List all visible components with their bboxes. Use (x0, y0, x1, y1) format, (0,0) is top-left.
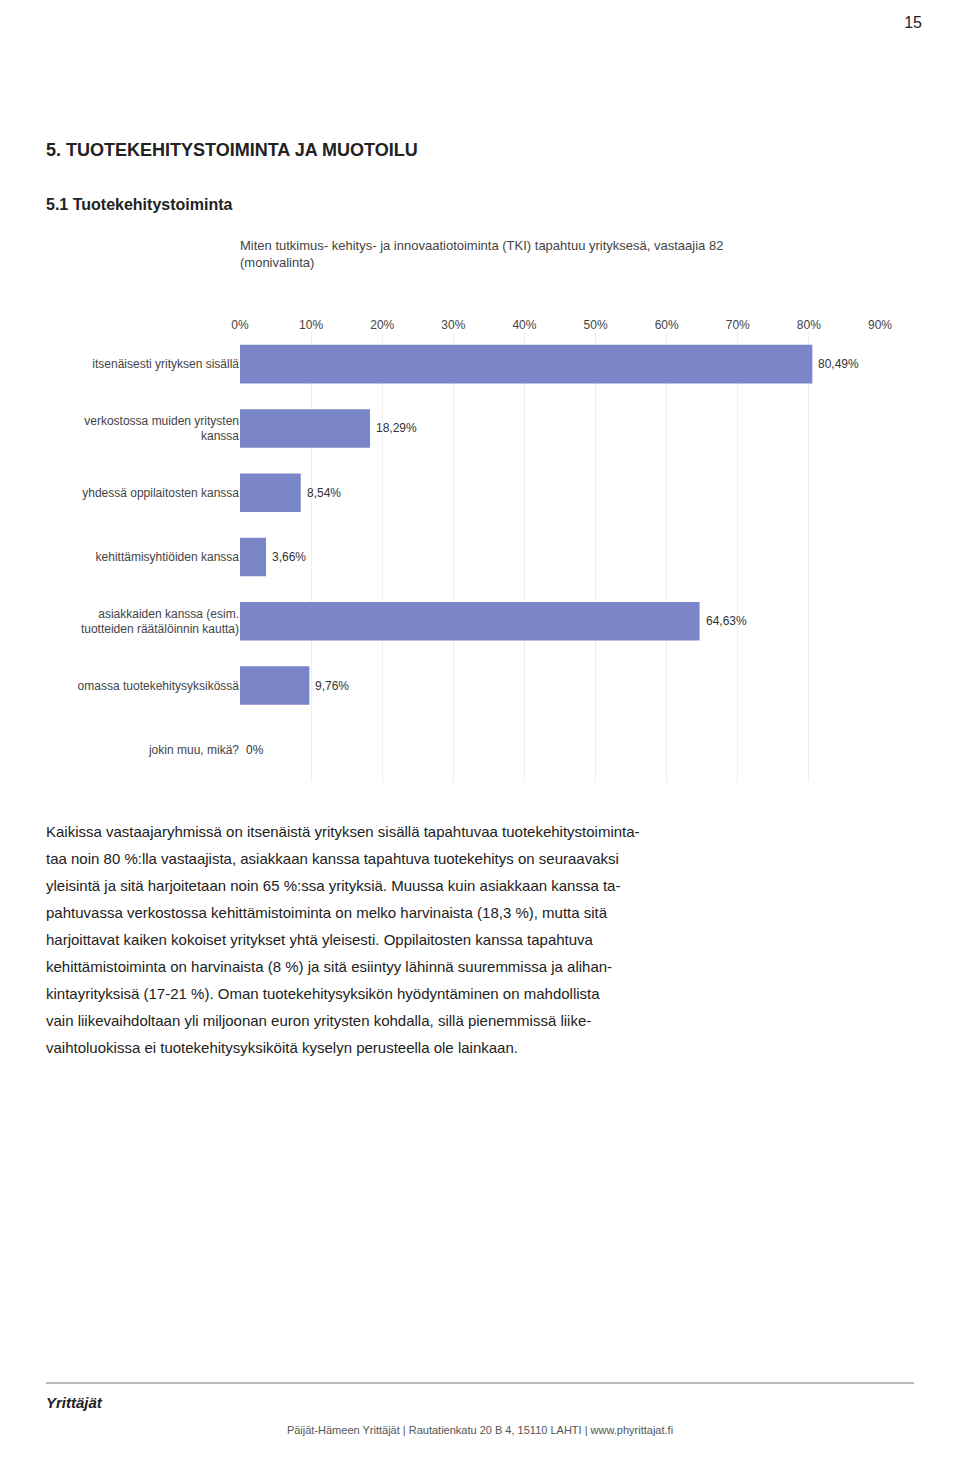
svg-text:18,29%: 18,29% (376, 421, 417, 435)
html-text:pahtuvassa verkostossa kehittä: pahtuvassa verkostossa kehittämistoimint… (46, 904, 608, 921)
svg-text:3,66%: 3,66% (272, 550, 306, 564)
html-text:5.1 Tuotekehitystoiminta: 5.1 Tuotekehitystoiminta (46, 196, 233, 213)
html-text:kehittämistoiminta on harvinai: kehittämistoiminta on harvinaista (8 %) … (46, 958, 613, 975)
html-text:5. TUOTEKEHITYSTOIMINTA JA MUO: 5. TUOTEKEHITYSTOIMINTA JA MUOTOILU (46, 140, 418, 160)
svg-text:50%: 50% (584, 318, 608, 332)
html-text:Yrittäjät: Yrittäjät (46, 1394, 102, 1411)
svg-text:Miten tutkimus- kehitys- ja in: Miten tutkimus- kehitys- ja innovaatioto… (240, 238, 723, 270)
svg-text:10%: 10% (299, 318, 323, 332)
svg-text:64,63%: 64,63% (706, 614, 747, 628)
html-text:kintayrityksisä (17-21 %). Oma: kintayrityksisä (17-21 %). Oman tuotekeh… (46, 985, 600, 1002)
svg-text:9,76%: 9,76% (315, 679, 349, 693)
svg-text:90%: 90% (868, 318, 892, 332)
html-text:Päijät-Hämeen Yrittäjät | Raut: Päijät-Hämeen Yrittäjät | Rautatienkatu … (286, 1424, 674, 1436)
svg-text:itsenäisesti yrityksen sisällä: itsenäisesti yrityksen sisällä (92, 357, 239, 371)
svg-text:0%: 0% (246, 743, 264, 757)
svg-text:80,49%: 80,49% (818, 357, 859, 371)
html-text:taa noin 80 %:lla vastaajista,: taa noin 80 %:lla vastaajista, asiakkaan… (46, 850, 619, 867)
svg-text:jokin muu, mikä?: jokin muu, mikä? (148, 743, 239, 757)
svg-text:verkostossa muiden yritystenka: verkostossa muiden yritystenkanssa (84, 414, 239, 444)
html-text:harjoittavat kaiken kokoiset y: harjoittavat kaiken kokoiset yritykset y… (46, 931, 593, 948)
html-text:vaihtoluokissa ei tuotekehitys: vaihtoluokissa ei tuotekehitysyksiköitä … (46, 1039, 518, 1056)
svg-text:8,54%: 8,54% (307, 486, 341, 500)
html-text:vain liikevaihdoltaan yli milj: vain liikevaihdoltaan yli miljoonan euro… (46, 1012, 592, 1029)
svg-text:80%: 80% (797, 318, 821, 332)
svg-text:omassa tuotekehitysyksikössä: omassa tuotekehitysyksikössä (78, 679, 240, 693)
svg-text:20%: 20% (370, 318, 394, 332)
html-text:yleisintä ja sitä harjoitetaan: yleisintä ja sitä harjoitetaan noin 65 %… (46, 877, 621, 894)
html-text:15: 15 (904, 14, 922, 31)
svg-text:40%: 40% (512, 318, 536, 332)
html-text:Kaikissa vastaajaryhmissä on i: Kaikissa vastaajaryhmissä on itsenäistä … (46, 823, 640, 840)
svg-text:yhdessä oppilaitosten kanssa: yhdessä oppilaitosten kanssa (82, 486, 239, 500)
svg-text:kehittämisyhtiöiden kanssa: kehittämisyhtiöiden kanssa (96, 550, 240, 564)
svg-text:60%: 60% (655, 318, 679, 332)
svg-text:30%: 30% (441, 318, 465, 332)
svg-text:70%: 70% (726, 318, 750, 332)
svg-text:asiakkaiden kanssa (esim.tuott: asiakkaiden kanssa (esim.tuotteiden räät… (81, 607, 239, 637)
svg-text:0%: 0% (231, 318, 249, 332)
